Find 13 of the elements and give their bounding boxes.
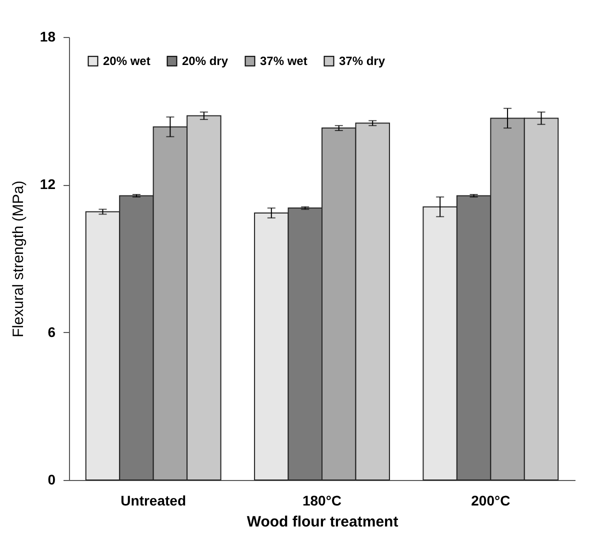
x-tick-label: 180°C [302, 492, 342, 508]
y-tick-label: 6 [48, 324, 56, 340]
y-axis-title: Flexural strength (MPa) [10, 180, 27, 338]
legend-label: 37% wet [260, 54, 308, 68]
legend-label: 20% wet [103, 54, 150, 68]
x-tick-label: Untreated [120, 492, 186, 508]
x-axis-title: Wood flour treatment [246, 514, 398, 530]
y-tick-label: 12 [40, 176, 56, 192]
y-tick-label: 0 [48, 472, 56, 488]
y-tick-label: 18 [40, 28, 56, 44]
legend-label: 20% dry [182, 54, 228, 68]
legend-label: 37% dry [339, 54, 386, 68]
x-tick-label: 200°C [471, 492, 510, 508]
